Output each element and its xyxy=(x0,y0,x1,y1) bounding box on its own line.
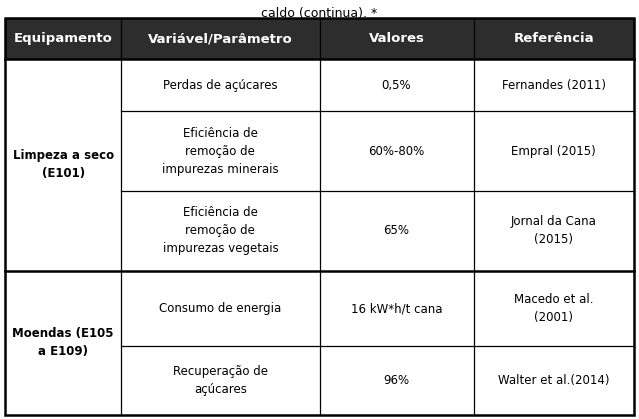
Text: Variável/Parâmetro: Variável/Parâmetro xyxy=(148,32,293,45)
Bar xyxy=(320,111,473,191)
Text: 16 kW*h/t cana: 16 kW*h/t cana xyxy=(351,302,442,315)
Bar xyxy=(121,271,320,347)
Bar xyxy=(473,18,634,59)
Text: Referência: Referência xyxy=(514,32,594,45)
Text: Walter et al.(2014): Walter et al.(2014) xyxy=(498,374,610,387)
Text: Limpeza a seco
(E101): Limpeza a seco (E101) xyxy=(13,150,114,181)
Bar xyxy=(320,18,473,59)
Bar xyxy=(473,111,634,191)
Text: Perdas de açúcares: Perdas de açúcares xyxy=(163,79,278,92)
Text: 0,5%: 0,5% xyxy=(381,79,412,92)
Bar xyxy=(5,59,121,271)
Bar xyxy=(320,191,473,271)
Bar xyxy=(473,271,634,347)
Bar xyxy=(5,271,121,415)
Text: 65%: 65% xyxy=(383,225,410,238)
Text: Eficiência de
remoção de
impurezas minerais: Eficiência de remoção de impurezas miner… xyxy=(162,127,279,176)
Bar xyxy=(473,347,634,415)
Text: Jornal da Cana
(2015): Jornal da Cana (2015) xyxy=(511,215,597,246)
Bar xyxy=(121,191,320,271)
Text: Consumo de energia: Consumo de energia xyxy=(159,302,282,315)
Bar xyxy=(473,59,634,111)
Text: Moendas (E105
a E109): Moendas (E105 a E109) xyxy=(12,327,114,358)
Text: Empral (2015): Empral (2015) xyxy=(511,145,596,158)
Bar xyxy=(121,111,320,191)
Bar xyxy=(473,191,634,271)
Text: caldo (continua). *: caldo (continua). * xyxy=(261,7,378,20)
Bar xyxy=(320,271,473,347)
Text: Recuperação de
açúcares: Recuperação de açúcares xyxy=(173,365,268,396)
Bar xyxy=(121,347,320,415)
Text: 60%-80%: 60%-80% xyxy=(369,145,425,158)
Text: 96%: 96% xyxy=(383,374,410,387)
Text: Fernandes (2011): Fernandes (2011) xyxy=(502,79,606,92)
Bar xyxy=(5,18,121,59)
Text: Valores: Valores xyxy=(369,32,424,45)
Text: Macedo et al.
(2001): Macedo et al. (2001) xyxy=(514,293,594,324)
Text: Equipamento: Equipamento xyxy=(14,32,112,45)
Bar xyxy=(121,59,320,111)
Bar xyxy=(320,59,473,111)
Text: Eficiência de
remoção de
impurezas vegetais: Eficiência de remoção de impurezas veget… xyxy=(162,207,279,256)
Bar xyxy=(121,18,320,59)
Bar xyxy=(320,347,473,415)
